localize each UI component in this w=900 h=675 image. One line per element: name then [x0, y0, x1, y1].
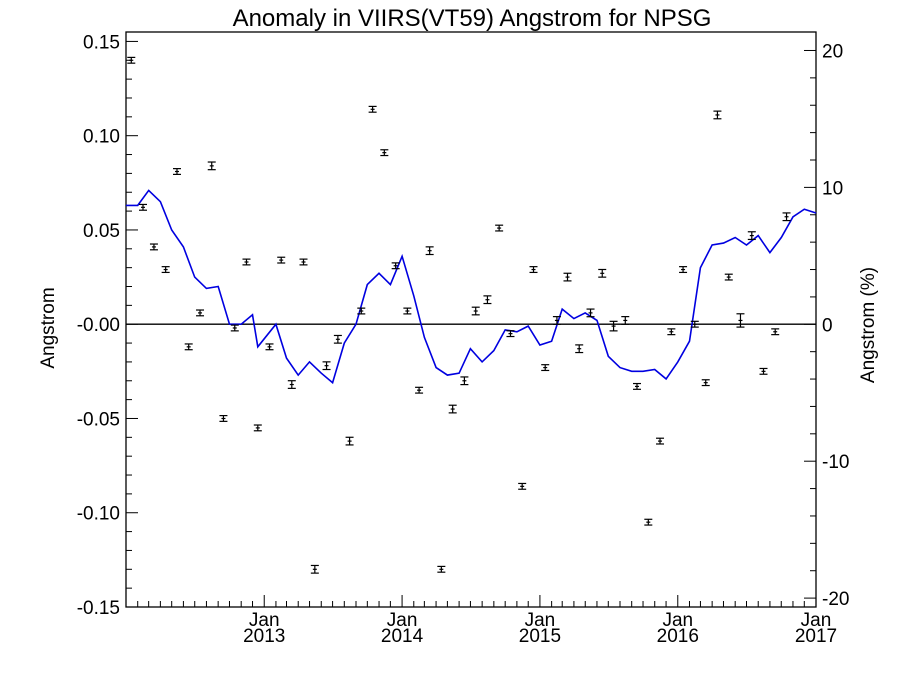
y-tick-label: -0.00 [77, 315, 120, 336]
y2-axis-label: Angstrom (%) [858, 267, 879, 383]
y-tick-label: -0.05 [77, 409, 120, 430]
x-tick-month: Jan [387, 610, 418, 631]
plot-frame [125, 31, 817, 608]
x-tick-year: 2014 [381, 626, 424, 647]
x-tick-month: Jan [662, 610, 693, 631]
chart-title: Anomaly in VIIRS(VT59) Angstrom for NPSG [233, 5, 712, 32]
y2-tick-label: 10 [822, 178, 843, 199]
x-tick-month: Jan [525, 610, 556, 631]
y-tick-label: 0.05 [83, 221, 120, 242]
x-tick-year: 2017 [795, 626, 837, 647]
y2-tick-label: -10 [822, 452, 849, 473]
y2-tick-label: -20 [822, 589, 849, 610]
y2-tick-label: 20 [822, 41, 843, 62]
y-axis-label: Angstrom [38, 287, 59, 368]
x-tick-year: 2015 [519, 626, 561, 647]
y2-tick-label: 0 [822, 315, 833, 336]
x-tick-year: 2016 [657, 626, 699, 647]
x-tick-month: Jan [249, 610, 280, 631]
running-mean-line [126, 189, 817, 385]
y-tick-label: 0.10 [83, 127, 120, 148]
x-tick-month: Jan [801, 610, 832, 631]
y-tick-label: -0.15 [77, 598, 120, 619]
y-tick-label: 0.15 [83, 32, 120, 53]
y-tick-label: -0.10 [77, 504, 120, 525]
x-tick-year: 2013 [243, 626, 285, 647]
